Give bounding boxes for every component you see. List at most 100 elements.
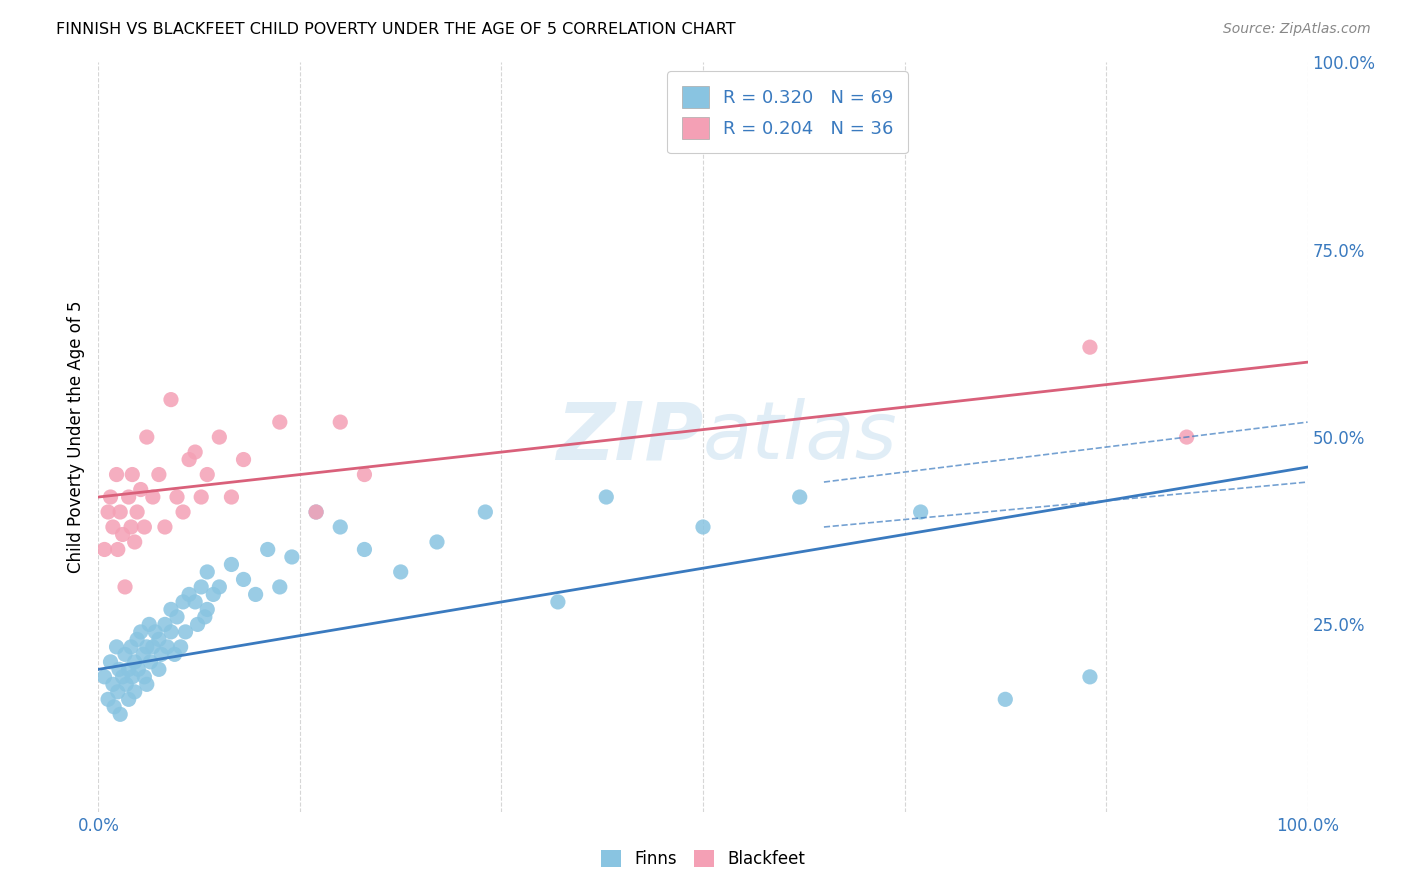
- Point: [148, 467, 170, 482]
- Point: [1078, 340, 1101, 354]
- Point: [97, 692, 120, 706]
- Point: [93, 542, 115, 557]
- Point: [115, 677, 138, 691]
- Point: [134, 670, 156, 684]
- Point: [202, 587, 225, 601]
- Point: [134, 520, 156, 534]
- Point: [107, 685, 129, 699]
- Point: [174, 624, 197, 639]
- Point: [138, 617, 160, 632]
- Point: [93, 670, 115, 684]
- Point: [107, 542, 129, 557]
- Point: [281, 549, 304, 564]
- Point: [190, 580, 212, 594]
- Point: [208, 430, 231, 444]
- Point: [148, 632, 170, 647]
- Point: [269, 580, 291, 594]
- Point: [221, 490, 243, 504]
- Point: [172, 595, 194, 609]
- Point: [148, 662, 170, 676]
- Text: Source: ZipAtlas.com: Source: ZipAtlas.com: [1223, 22, 1371, 37]
- Point: [129, 624, 152, 639]
- Point: [232, 573, 254, 587]
- Point: [101, 520, 124, 534]
- Point: [195, 467, 218, 482]
- Point: [1175, 430, 1198, 444]
- Point: [269, 415, 291, 429]
- Point: [166, 490, 188, 504]
- Point: [120, 640, 142, 654]
- Point: [195, 565, 218, 579]
- Point: [166, 610, 188, 624]
- Point: [132, 648, 155, 662]
- Point: [124, 685, 146, 699]
- Point: [221, 558, 243, 572]
- Point: [124, 655, 146, 669]
- Point: [127, 662, 149, 676]
- Point: [118, 490, 141, 504]
- Text: atlas: atlas: [703, 398, 898, 476]
- Point: [179, 587, 201, 601]
- Point: [389, 565, 412, 579]
- Point: [135, 640, 157, 654]
- Text: FINNISH VS BLACKFEET CHILD POVERTY UNDER THE AGE OF 5 CORRELATION CHART: FINNISH VS BLACKFEET CHILD POVERTY UNDER…: [56, 22, 735, 37]
- Point: [179, 452, 201, 467]
- Legend: Finns, Blackfeet: Finns, Blackfeet: [595, 843, 811, 875]
- Point: [103, 699, 125, 714]
- Point: [118, 692, 141, 706]
- Point: [108, 662, 131, 676]
- Point: [135, 677, 157, 691]
- Point: [194, 610, 217, 624]
- Point: [232, 452, 254, 467]
- Point: [994, 692, 1017, 706]
- Point: [111, 670, 134, 684]
- Point: [142, 490, 165, 504]
- Point: [160, 624, 183, 639]
- Point: [120, 520, 142, 534]
- Point: [153, 617, 176, 632]
- Point: [208, 580, 231, 594]
- Point: [305, 505, 328, 519]
- Point: [910, 505, 932, 519]
- Point: [195, 602, 218, 616]
- Point: [150, 648, 173, 662]
- Point: [245, 587, 267, 601]
- Point: [305, 505, 328, 519]
- Point: [100, 655, 122, 669]
- Point: [100, 490, 122, 504]
- Point: [111, 527, 134, 541]
- Point: [143, 624, 166, 639]
- Point: [114, 648, 136, 662]
- Point: [108, 505, 131, 519]
- Point: [426, 535, 449, 549]
- Point: [121, 670, 143, 684]
- Point: [124, 535, 146, 549]
- Point: [172, 505, 194, 519]
- Point: [135, 430, 157, 444]
- Point: [329, 520, 352, 534]
- Point: [789, 490, 811, 504]
- Point: [153, 520, 176, 534]
- Point: [105, 467, 128, 482]
- Point: [139, 655, 162, 669]
- Point: [353, 542, 375, 557]
- Point: [169, 640, 191, 654]
- Point: [474, 505, 496, 519]
- Legend: R = 0.320   N = 69, R = 0.204   N = 36: R = 0.320 N = 69, R = 0.204 N = 36: [668, 71, 908, 153]
- Point: [256, 542, 278, 557]
- Point: [108, 707, 131, 722]
- Point: [547, 595, 569, 609]
- Point: [692, 520, 714, 534]
- Point: [114, 580, 136, 594]
- Point: [156, 640, 179, 654]
- Point: [105, 640, 128, 654]
- Point: [329, 415, 352, 429]
- Point: [97, 505, 120, 519]
- Point: [190, 490, 212, 504]
- Point: [187, 617, 209, 632]
- Point: [1078, 670, 1101, 684]
- Point: [184, 595, 207, 609]
- Point: [127, 632, 149, 647]
- Point: [160, 392, 183, 407]
- Point: [595, 490, 617, 504]
